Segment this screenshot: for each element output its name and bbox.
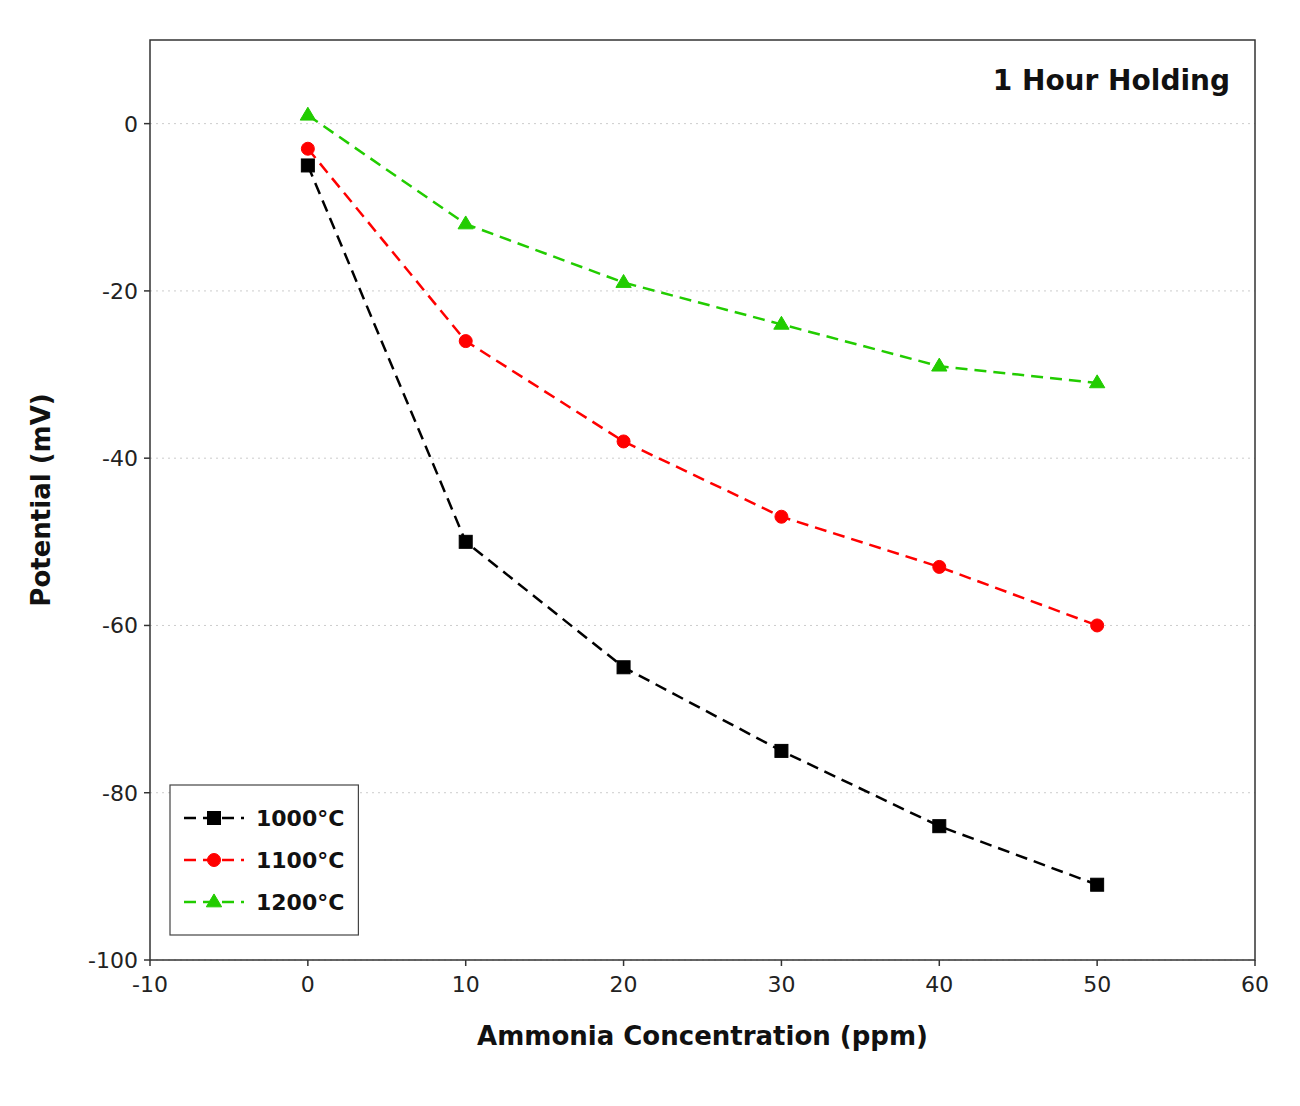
- data-point: [1089, 375, 1104, 388]
- y-tick: [144, 123, 150, 125]
- y-tick: [144, 959, 150, 961]
- x-tick-label: 30: [767, 972, 795, 997]
- legend: 1000°C 1100°C 1200°C: [170, 785, 358, 935]
- x-tick-label: 50: [1083, 972, 1111, 997]
- data-point: [775, 510, 788, 523]
- x-tick: [307, 960, 309, 966]
- plot-area: [150, 40, 1255, 960]
- grid-line: [150, 290, 1255, 291]
- x-tick-label: 60: [1241, 972, 1269, 997]
- x-tick: [1096, 960, 1098, 966]
- x-tick-label: 10: [452, 972, 480, 997]
- y-tick-label: 0: [124, 112, 138, 137]
- data-point: [459, 335, 472, 348]
- grid-line: [150, 458, 1255, 459]
- y-tick-label: -80: [102, 781, 138, 806]
- y-tick: [144, 457, 150, 459]
- x-tick: [781, 960, 783, 966]
- plot-frame: [150, 40, 1255, 960]
- data-point: [933, 560, 946, 573]
- x-tick: [1254, 960, 1256, 966]
- x-tick: [149, 960, 151, 966]
- data-point: [1091, 619, 1104, 632]
- data-point: [300, 107, 315, 120]
- x-tick-label: 40: [925, 972, 953, 997]
- data-point: [459, 535, 472, 548]
- grid-line: [150, 123, 1255, 124]
- y-tick: [144, 792, 150, 794]
- grid-line: [150, 625, 1255, 626]
- legend-marker: [208, 812, 221, 825]
- data-layer: [300, 107, 1105, 891]
- data-point: [616, 274, 631, 287]
- y-tick-label: -20: [102, 279, 138, 304]
- y-tick-label: -40: [102, 446, 138, 471]
- legend-label: 1100°C: [256, 848, 344, 873]
- chart: -100102030405060-100-80-60-40-200Ammonia…: [0, 0, 1300, 1106]
- x-tick-label: 0: [301, 972, 315, 997]
- data-point: [932, 358, 947, 371]
- x-tick: [939, 960, 941, 966]
- data-point: [775, 744, 788, 757]
- legend-marker: [208, 854, 221, 867]
- data-point: [301, 159, 314, 172]
- series-line: [308, 149, 1097, 626]
- x-tick: [623, 960, 625, 966]
- data-point: [458, 216, 473, 229]
- legend-label: 1200°C: [256, 890, 344, 915]
- data-point: [933, 820, 946, 833]
- x-axis-label: Ammonia Concentration (ppm): [477, 1021, 928, 1051]
- x-tick-label: -10: [132, 972, 168, 997]
- y-tick: [144, 290, 150, 292]
- legend-label: 1000°C: [256, 806, 344, 831]
- data-point: [774, 316, 789, 329]
- annotation: 1 Hour Holding: [993, 64, 1230, 97]
- x-tick-label: 20: [610, 972, 638, 997]
- y-tick-label: -100: [88, 948, 138, 973]
- series-line: [308, 165, 1097, 884]
- series-line: [308, 115, 1097, 383]
- data-point: [617, 661, 630, 674]
- legend-marker: [206, 894, 221, 907]
- data-point: [301, 142, 314, 155]
- y-tick: [144, 625, 150, 627]
- y-tick-label: -60: [102, 613, 138, 638]
- legend-frame: [170, 785, 358, 935]
- data-point: [617, 435, 630, 448]
- y-axis-label: Potential (mV): [26, 393, 56, 606]
- data-point: [1091, 878, 1104, 891]
- x-tick: [465, 960, 467, 966]
